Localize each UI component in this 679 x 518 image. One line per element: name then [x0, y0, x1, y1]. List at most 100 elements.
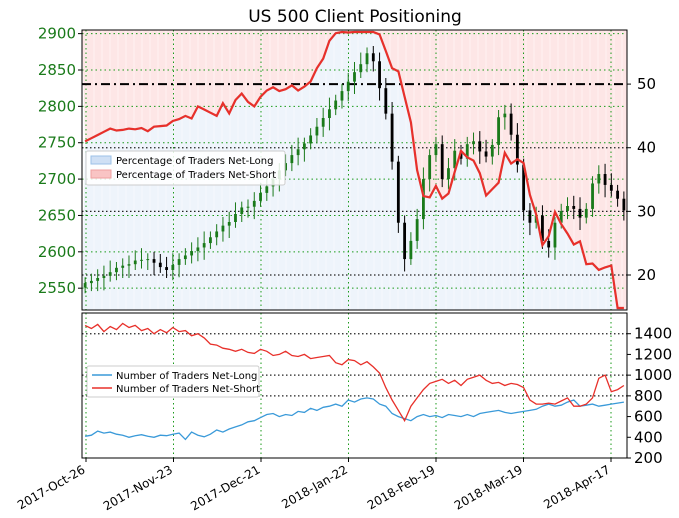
candle-body	[591, 183, 594, 209]
bottom-legend: Number of Traders Net-Long Number of Trad…	[86, 365, 260, 398]
candle-body	[447, 168, 450, 180]
candle-body	[183, 255, 187, 260]
candle-body	[133, 260, 137, 265]
candle-body	[371, 53, 375, 62]
legend-label-net-short-pct: Percentage of Traders Net-Short	[116, 170, 276, 181]
count-tick-label: 200	[634, 449, 663, 467]
candle-body	[121, 265, 125, 268]
candle-body	[359, 64, 363, 73]
candle-body	[528, 210, 532, 223]
legend-label-net-short-count: Number of Traders Net-Short	[116, 384, 260, 395]
candle-body	[503, 113, 507, 118]
top-panel: 2550 2600 2650 2700 2750 2800 2850 2900 20 30 40 50…	[38, 25, 656, 311]
count-tick-label: 400	[634, 428, 663, 446]
candle-body	[390, 113, 394, 162]
candle-body	[146, 259, 150, 261]
candle-body	[96, 278, 100, 281]
candle-body	[309, 135, 313, 144]
candle-body	[177, 259, 181, 265]
candle-body	[409, 240, 413, 260]
legend-swatch-net-long-pct	[90, 155, 112, 165]
candle-body	[240, 207, 244, 214]
candle-body	[478, 141, 482, 152]
ratio-tick-label: 20	[637, 266, 656, 284]
candle-body	[102, 275, 106, 278]
candle-body	[171, 264, 175, 270]
candle-body	[215, 231, 219, 238]
candle-body	[346, 81, 350, 92]
candle-body	[227, 222, 231, 226]
candle-body	[465, 144, 469, 159]
candle-body	[440, 144, 444, 180]
ratio-tick-label: 40	[637, 139, 656, 157]
candle-body	[584, 208, 588, 218]
candle-body	[252, 200, 256, 207]
candle-body	[384, 88, 388, 114]
count-tick-label: 1400	[634, 325, 672, 343]
price-tick-label: 2700	[38, 170, 76, 188]
candle-body	[415, 219, 419, 241]
candle-body	[522, 164, 526, 211]
net-short-percentage-line	[84, 30, 624, 310]
legend-label-net-long-count: Number of Traders Net-Long	[116, 371, 257, 382]
candle-body	[403, 222, 407, 260]
candle-body	[609, 184, 613, 191]
candle-body	[296, 149, 300, 156]
candle-body	[365, 53, 369, 65]
legend-label-net-long-pct: Percentage of Traders Net-Long	[116, 156, 274, 167]
candle-body	[265, 186, 269, 193]
candle-body	[234, 214, 237, 222]
top-legend: Percentage of Traders Net-Long Percentage…	[85, 150, 286, 186]
candle-body	[221, 225, 225, 232]
candle-body	[484, 151, 488, 157]
top-legend-box	[85, 150, 286, 186]
candle-body	[572, 206, 576, 209]
count-tick-label: 800	[634, 387, 663, 405]
candle-body	[302, 143, 306, 150]
candle-body	[578, 208, 582, 218]
candle-body	[315, 126, 319, 136]
candle-body	[321, 118, 325, 127]
price-tick-label: 2850	[38, 61, 76, 79]
x-tick-label: 2018-Apr-17	[541, 462, 612, 511]
candle-body	[259, 192, 262, 201]
ratio-tick-label: 50	[637, 75, 656, 93]
candle-body	[152, 259, 156, 263]
candle-body	[515, 134, 519, 165]
candle-body	[127, 264, 131, 266]
candle-body	[340, 91, 344, 101]
candle-body	[509, 113, 513, 135]
candle-body	[202, 243, 206, 248]
price-tick-label: 2650	[38, 206, 76, 224]
legend-swatch-net-short-pct	[90, 169, 112, 179]
x-axis-ticks: 2017-Oct-26 2017-Nov-23 2017-Dec-21 2018-Ja…	[15, 458, 613, 513]
candle-body	[453, 150, 457, 169]
net-long-area	[82, 30, 627, 310]
candle-body	[328, 109, 331, 118]
candle-body	[83, 283, 87, 288]
candle-body	[196, 247, 200, 252]
net-short-area	[82, 30, 627, 310]
x-tick-label: 2018-Jan-22	[279, 462, 350, 511]
candle-body	[490, 144, 494, 157]
net-long-count-line	[84, 397, 625, 441]
candle-body	[108, 272, 112, 276]
candle-body	[553, 222, 557, 248]
candle-body	[115, 267, 118, 273]
candle-body	[541, 215, 544, 241]
candle-body	[158, 262, 162, 268]
candle-body	[165, 267, 168, 270]
candle-body	[284, 163, 288, 171]
candle-body	[434, 144, 438, 156]
candle-body	[559, 211, 563, 223]
candle-body	[190, 251, 194, 256]
count-tick-label: 1200	[634, 345, 672, 363]
candle-body	[497, 117, 500, 145]
ratio-tick-label: 30	[637, 202, 656, 220]
candle-body	[290, 155, 294, 164]
candle-body	[334, 100, 338, 110]
candle-body	[209, 237, 212, 244]
x-tick-label: 2018-Feb-19	[365, 462, 438, 512]
price-tick-label: 2900	[38, 25, 76, 43]
